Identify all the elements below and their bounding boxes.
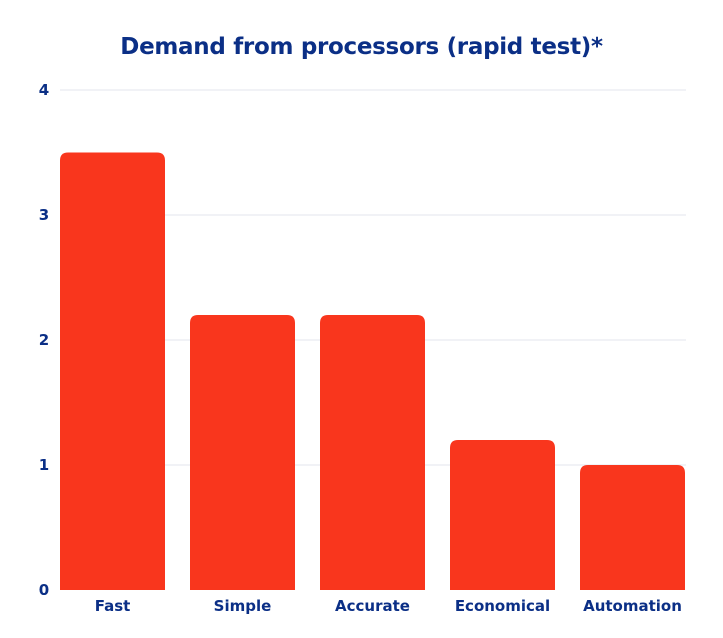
bar-accurate bbox=[320, 315, 425, 590]
x-axis-labels: Fast Simple Accurate Economical Automation bbox=[95, 597, 682, 615]
y-tick-label: 0 bbox=[39, 581, 49, 599]
x-tick-label: Accurate bbox=[335, 597, 410, 615]
y-tick-label: 1 bbox=[39, 456, 49, 474]
x-tick-label: Automation bbox=[583, 597, 682, 615]
bar-automation bbox=[580, 465, 685, 590]
x-tick-label: Simple bbox=[214, 597, 272, 615]
y-tick-label: 4 bbox=[39, 81, 49, 99]
chart-title: Demand from processors (rapid test)* bbox=[120, 34, 603, 60]
y-axis-ticks: 0 1 2 3 4 bbox=[39, 81, 49, 599]
bars bbox=[60, 152, 685, 590]
bar-simple bbox=[190, 315, 295, 590]
y-tick-label: 3 bbox=[39, 206, 49, 224]
x-tick-label: Fast bbox=[95, 597, 131, 615]
bar-fast bbox=[60, 152, 165, 590]
x-tick-label: Economical bbox=[455, 597, 550, 615]
bar-economical bbox=[450, 440, 555, 590]
y-tick-label: 2 bbox=[39, 331, 49, 349]
